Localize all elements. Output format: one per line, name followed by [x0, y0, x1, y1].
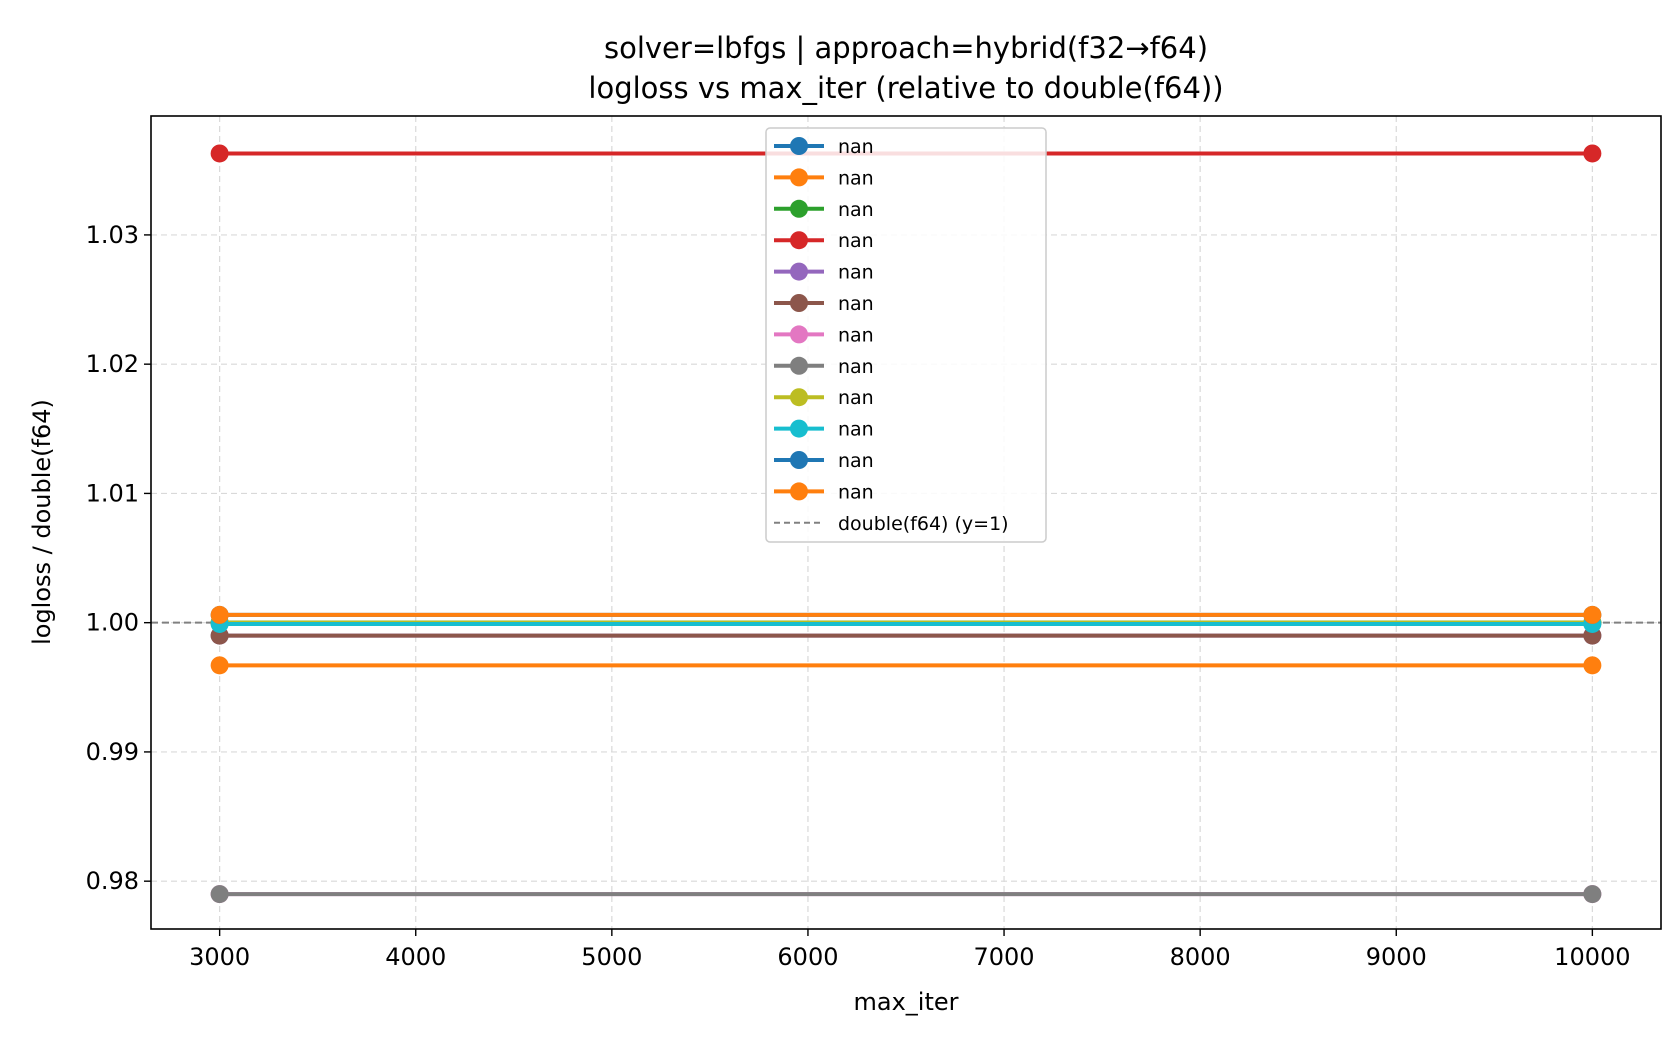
x-axis-label: max_iter: [854, 988, 959, 1016]
legend-label: nan: [838, 356, 874, 378]
legend-marker: [790, 482, 808, 501]
legend-box: [765, 127, 1047, 543]
legend-marker: [790, 168, 808, 187]
legend-label: nan: [838, 167, 874, 189]
legend-label: nan: [838, 230, 874, 252]
legend-entry: nan: [774, 481, 874, 503]
x-tick-label: 8000: [1170, 943, 1231, 971]
legend-marker: [790, 325, 808, 344]
y-tick-label: 0.98: [86, 867, 139, 895]
series-2: [210, 656, 1602, 675]
legend-marker: [790, 451, 808, 469]
legend-entry: double(f64) (y=1): [774, 513, 1009, 535]
x-tick-label: 4000: [385, 943, 446, 971]
chart-title: solver=lbfgs | approach=hybrid(f32→f64): [604, 31, 1208, 65]
y-tick-label: 0.99: [86, 738, 139, 766]
legend-label: nan: [838, 262, 874, 284]
data-point: [210, 656, 229, 675]
legend-label: nan: [838, 136, 874, 158]
legend-entry: nan: [774, 167, 874, 189]
data-point: [1583, 144, 1602, 163]
legend-marker: [790, 419, 808, 438]
legend-entry: nan: [774, 136, 874, 158]
legend-entry: nan: [774, 199, 874, 221]
legend: nan nan nan nan nan nan nan nan nan nan nan nan doub…: [765, 127, 1047, 543]
legend-marker: [790, 199, 808, 218]
y-tick-label: 1.02: [86, 350, 139, 378]
legend-entry: nan: [774, 262, 874, 284]
x-tick-label: 6000: [777, 943, 838, 971]
legend-marker: [790, 294, 808, 312]
legend-label: nan: [838, 419, 874, 441]
legend-label: nan: [838, 324, 874, 346]
x-tick-label: 5000: [581, 943, 642, 971]
legend-label: nan: [838, 481, 874, 503]
data-point: [1583, 605, 1602, 624]
data-point: [210, 605, 229, 624]
legend-marker: [790, 137, 808, 155]
legend-entry: nan: [774, 356, 874, 378]
x-tick-label: 7000: [974, 943, 1035, 971]
y-tick-label: 1.00: [86, 609, 139, 637]
legend-entry: nan: [774, 230, 874, 252]
legend-entry: nan: [774, 387, 874, 409]
series-8: [210, 885, 1602, 904]
legend-marker: [790, 231, 808, 250]
legend-entry: nan: [774, 293, 874, 315]
legend-label: nan: [838, 293, 874, 315]
y-axis-ticks: 0.98 0.99 1.00 1.01 1.02 1.03: [86, 221, 151, 895]
y-tick-label: 1.01: [86, 479, 139, 507]
legend-marker: [790, 388, 808, 407]
legend-entry: nan: [774, 324, 874, 346]
legend-label: nan: [838, 199, 874, 221]
data-point: [210, 885, 229, 904]
x-axis-ticks: 3000 4000 5000 6000 7000 8000 9000 10000: [189, 929, 1631, 971]
legend-label: nan: [838, 450, 874, 472]
data-point: [1583, 656, 1602, 675]
legend-marker: [790, 356, 808, 375]
legend-label: double(f64) (y=1): [838, 513, 1009, 535]
x-tick-label: 10000: [1554, 943, 1630, 971]
legend-entry: nan: [774, 450, 874, 472]
data-point: [210, 144, 229, 163]
series-12: [210, 605, 1602, 624]
legend-label: nan: [838, 387, 874, 409]
x-tick-label: 3000: [189, 943, 250, 971]
data-point: [1583, 885, 1602, 904]
legend-entry: nan: [774, 419, 874, 441]
y-axis-label: logloss / double(f64): [28, 399, 56, 645]
chart-subtitle: logloss vs max_iter (relative to double(…: [588, 71, 1223, 105]
x-tick-label: 9000: [1366, 943, 1427, 971]
y-tick-label: 1.03: [86, 221, 139, 249]
series-layer: [210, 144, 1602, 904]
plot-frame: [150, 115, 1662, 930]
legend-marker: [790, 262, 808, 281]
